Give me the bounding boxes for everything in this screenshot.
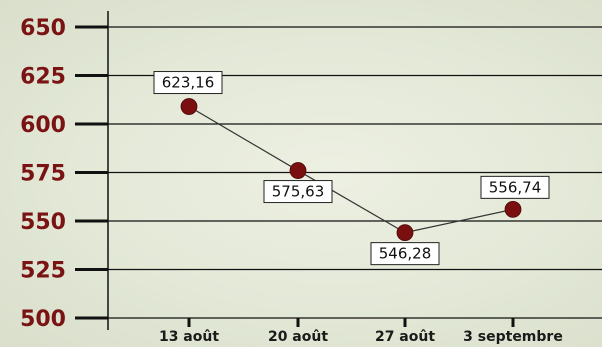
data-labels: 623,16 575,63 546,28 556,74	[153, 71, 550, 266]
y-axis-tick-labels: 500 525 550 575 600 625 650	[20, 16, 66, 332]
y-tick-label: 625	[20, 65, 66, 90]
data-label-box	[263, 180, 333, 204]
data-label: 556,74	[489, 178, 542, 196]
data-label: 575,63	[272, 183, 325, 201]
y-tick-label: 550	[20, 210, 66, 235]
y-tick-label: 500	[20, 307, 66, 332]
data-label-box	[370, 242, 440, 266]
data-point	[180, 98, 198, 115]
axes	[75, 11, 515, 330]
y-tick-label: 525	[20, 259, 66, 284]
y-tick-label: 600	[20, 113, 66, 138]
x-tick-label: 27 août	[375, 329, 435, 345]
x-tick-label: 3 septembre	[463, 329, 563, 345]
x-axis-tick-labels: 13 août 20 août 27 août 3 septembre	[159, 329, 563, 345]
x-tick-label: 20 août	[268, 329, 328, 345]
data-label: 546,28	[379, 245, 432, 263]
series-line	[188, 106, 514, 234]
data-point	[504, 200, 522, 218]
y-tick-label: 575	[20, 162, 66, 187]
data-point	[289, 162, 307, 179]
data-point	[396, 224, 414, 242]
x-tick-label: 13 août	[159, 329, 219, 345]
data-label-box	[480, 175, 550, 199]
data-label: 623,16	[162, 74, 215, 92]
series-markers	[180, 98, 522, 242]
grid-lines	[108, 26, 602, 319]
y-tick-label: 650	[20, 16, 66, 41]
data-label-box	[153, 71, 223, 95]
series-line-path	[188, 106, 514, 234]
